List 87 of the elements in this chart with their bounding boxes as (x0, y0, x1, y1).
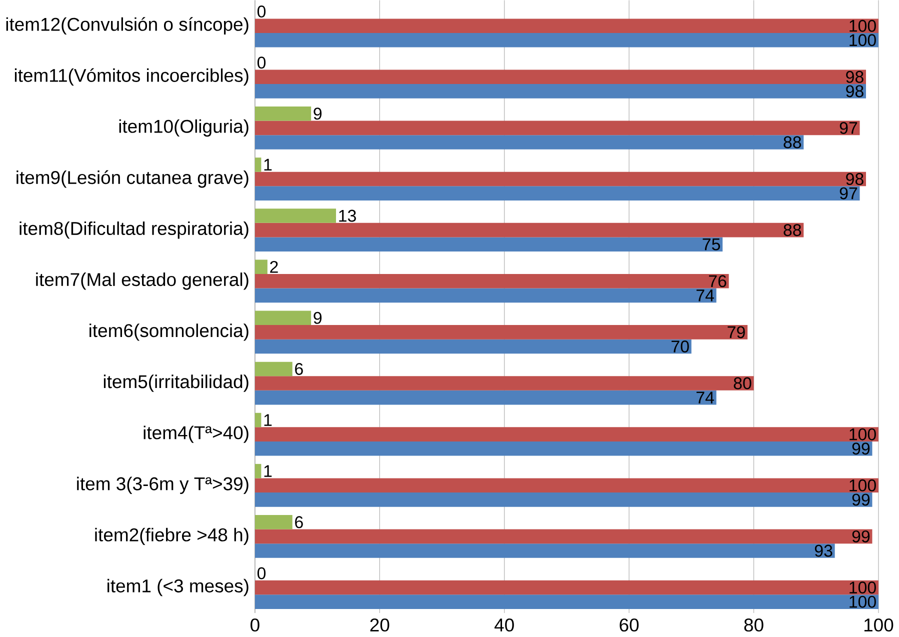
data-label: 9 (314, 312, 322, 324)
x-tick-label: 60 (620, 618, 639, 632)
bar (254, 186, 860, 201)
data-label: 79 (728, 326, 745, 338)
x-tick-label: 100 (864, 618, 894, 632)
y-tick-label: item10(Oliguria) (119, 120, 248, 137)
data-label: 0 (257, 6, 266, 18)
x-tick-label: 40 (494, 618, 514, 632)
bar (254, 413, 262, 428)
bar (254, 362, 292, 376)
data-label: 100 (850, 582, 876, 594)
data-label: 97 (840, 122, 858, 134)
data-label: 0 (257, 567, 266, 580)
bar (254, 464, 262, 478)
bar (254, 260, 268, 274)
data-label: 13 (339, 210, 356, 222)
bar (254, 223, 804, 238)
bar (254, 158, 262, 172)
bar (254, 529, 872, 544)
bar (254, 120, 860, 136)
data-label: 75 (702, 238, 720, 250)
data-label: 74 (696, 290, 714, 302)
bar (254, 492, 872, 507)
data-label: 100 (850, 428, 876, 440)
data-label: 98 (846, 71, 864, 84)
bar (254, 70, 866, 84)
bar (254, 376, 754, 391)
bar (254, 515, 292, 530)
bar (254, 208, 336, 224)
data-label: 99 (852, 530, 870, 543)
data-label: 76 (709, 275, 726, 288)
y-tick-label: item9(Lesión cutanea grave) (16, 170, 248, 188)
bar (254, 288, 716, 303)
data-label: 1 (264, 159, 272, 171)
data-label: 98 (846, 173, 864, 186)
bar (254, 237, 723, 252)
bar (254, 390, 716, 405)
y-tick-label: item6(somnolencia) (90, 324, 248, 341)
y-tick-label: item8(Dificultad respiratoria) (20, 222, 248, 239)
bar (254, 106, 312, 121)
bar (254, 310, 312, 326)
bar (254, 580, 878, 595)
data-label: 2 (270, 261, 278, 273)
data-label: 98 (846, 85, 864, 98)
y-tick-label: item7(Mal estado general) (36, 272, 248, 290)
bar (254, 33, 878, 48)
data-label: 6 (295, 363, 303, 376)
data-label: 6 (295, 516, 303, 528)
data-label: 97 (840, 187, 858, 200)
y-tick-label: item4(Tª>40) (144, 426, 248, 444)
x-tick-label: 0 (250, 618, 260, 632)
data-label: 99 (852, 494, 870, 506)
data-label: 0 (257, 56, 266, 69)
data-label: 70 (672, 340, 689, 353)
y-tick-label: item2(fiebre >48 h) (95, 528, 248, 546)
bar (254, 544, 835, 558)
data-label: 100 (850, 34, 876, 46)
data-label: 100 (850, 480, 876, 492)
y-tick-label: item 3(3-6m y Tª>39) (77, 476, 248, 494)
data-label: 93 (814, 544, 832, 557)
bar (254, 594, 878, 610)
data-label: 88 (784, 136, 802, 148)
data-label: 9 (314, 108, 322, 120)
bar (254, 84, 866, 98)
data-label: 88 (784, 224, 802, 236)
bar (254, 442, 872, 456)
data-label: 80 (734, 377, 752, 390)
data-label: 99 (852, 442, 870, 455)
bar (254, 135, 804, 150)
bar (254, 478, 878, 493)
data-label: 100 (850, 596, 876, 608)
data-label: 74 (696, 392, 714, 404)
y-tick-label: item1 (<3 meses) (108, 579, 248, 596)
bar (254, 274, 729, 288)
y-tick-label: item11(Vómitos incoercibles) (14, 68, 248, 86)
x-tick-label: 80 (744, 618, 764, 632)
bar (254, 427, 878, 442)
x-tick-label: 20 (370, 618, 390, 632)
data-label: 1 (264, 414, 272, 426)
y-tick-label: item5(irritabilidad) (104, 374, 248, 392)
data-label: 1 (264, 465, 272, 478)
y-tick-label: item12(Convulsión o síncope) (6, 17, 248, 35)
bar (254, 172, 866, 186)
bar (254, 325, 748, 340)
bar (254, 340, 692, 354)
bar (254, 18, 878, 34)
data-label: 100 (850, 20, 876, 32)
